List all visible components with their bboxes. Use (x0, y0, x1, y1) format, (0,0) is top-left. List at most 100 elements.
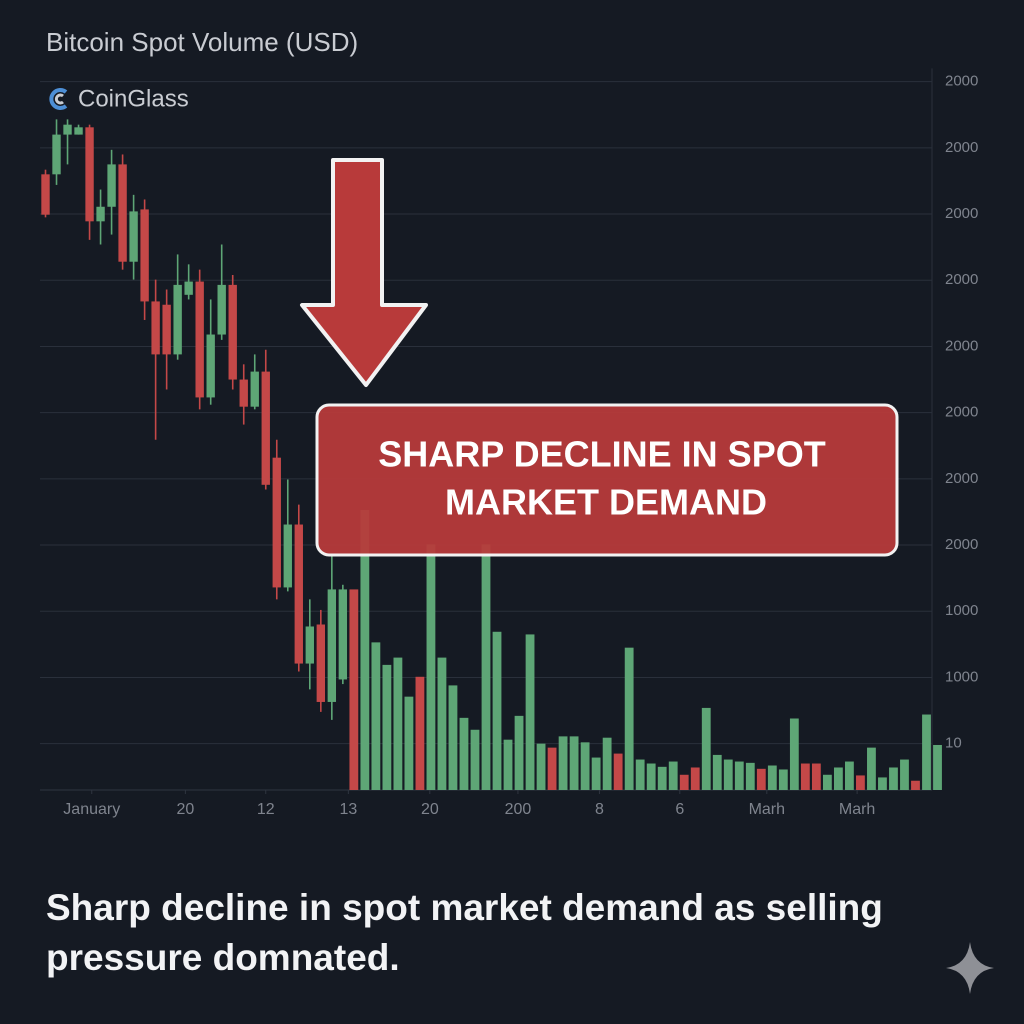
volume-bar (822, 774, 832, 790)
volume-bar (591, 757, 601, 790)
caption-line: pressure domnated. (46, 937, 400, 978)
x-tick-label: 20 (176, 801, 194, 818)
volume-bar (745, 762, 755, 790)
annotation-box (315, 403, 899, 557)
candle-body (107, 164, 116, 207)
y-tick-label: 2000 (945, 205, 978, 222)
annotation-line: SHARP DECLINE IN SPOT (378, 434, 825, 475)
volume-bar (514, 715, 524, 790)
volume-bar (437, 657, 447, 790)
volume-bar (602, 737, 612, 790)
volume-bar (536, 743, 546, 790)
candle-body (184, 281, 193, 295)
x-tick-label: Marh (749, 801, 785, 818)
candle-body (74, 127, 83, 135)
volume-bar (415, 676, 425, 790)
candle-body (96, 206, 105, 222)
y-tick-label: 2000 (945, 337, 978, 354)
volume-bar (679, 774, 689, 790)
candle-body (129, 211, 138, 262)
candle-body (41, 174, 50, 215)
x-tick-label: 6 (675, 801, 684, 818)
source: CoinGlass (78, 85, 189, 112)
volume-bar (404, 696, 414, 790)
y-tick-label: 1000 (945, 668, 978, 685)
candle-body (338, 589, 348, 680)
volume-bar (547, 747, 557, 790)
volume-bar (756, 768, 766, 790)
candle-body (250, 371, 259, 407)
x-tick-label: January (63, 801, 120, 818)
candle-body (195, 281, 204, 398)
annotation-line: MARKET DEMAND (445, 482, 767, 523)
volume-bar (701, 707, 711, 790)
y-tick-label: 2000 (945, 404, 978, 421)
candle-body (305, 626, 314, 664)
volume-bar (800, 763, 810, 790)
volume-bar (349, 589, 359, 790)
volume-bar (767, 765, 777, 790)
y-tick-label: 2000 (945, 536, 978, 553)
candle-body (217, 284, 226, 335)
candle-body (228, 284, 237, 380)
volume-bar (900, 759, 909, 790)
volume-bar (845, 761, 854, 790)
volume-bar (360, 509, 370, 790)
candle-body (140, 209, 149, 302)
x-tick-label: 12 (257, 801, 275, 818)
candle-body (261, 371, 270, 485)
volume-bar (503, 739, 513, 790)
candle-body (239, 379, 248, 407)
volume-bar (613, 753, 623, 790)
volume-bar (833, 767, 843, 790)
logo-icon (49, 88, 68, 110)
y-tick-label: 10 (945, 735, 962, 752)
y-tick-label: 2000 (945, 271, 978, 288)
volume-bar (624, 647, 634, 790)
candle-body (173, 284, 182, 355)
candle-body (118, 164, 127, 262)
y-tick-label: 2000 (945, 73, 978, 90)
volume-bar (878, 777, 887, 790)
x-tick-label: 8 (595, 801, 604, 818)
volume-bar (646, 763, 656, 790)
volume-bar (382, 664, 392, 790)
volume-bar (448, 685, 458, 790)
x-tick-label: Marh (839, 801, 875, 818)
volume-bar (657, 766, 667, 790)
sparkle-icon (946, 942, 994, 994)
volume-bar (811, 763, 821, 790)
volume-bar (668, 761, 678, 790)
chart-title: Bitcoin Spot Volume (USD) (46, 27, 358, 57)
candle-body (272, 457, 281, 588)
candle-body (52, 134, 61, 175)
volume-bar (635, 759, 645, 790)
volume-bar (734, 761, 744, 790)
volume-bar (569, 736, 579, 790)
volume-bar (778, 769, 788, 790)
candle-body (316, 624, 325, 702)
volume-bar (911, 780, 920, 790)
volume-bar (371, 642, 381, 790)
volume-bar (580, 742, 590, 790)
annotation: SHARP DECLINE IN SPOT MARKET DEMAND (300, 158, 899, 557)
caption-line: Sharp decline in spot market demand as s… (46, 887, 883, 928)
volume-bar (481, 544, 491, 790)
volume-bar (889, 767, 898, 790)
source-logo: CoinGlass (49, 85, 189, 112)
y-tick-label: 2000 (945, 139, 978, 156)
volume-bar (922, 714, 931, 790)
volume-bar (867, 747, 876, 790)
volume-bar (933, 744, 942, 790)
volume-bar (558, 736, 568, 790)
candle-body (294, 524, 303, 664)
volume-bar (690, 767, 700, 790)
x-tick-label: 20 (421, 801, 439, 818)
volume-bar (459, 717, 469, 790)
y-tick-label: 1000 (945, 602, 978, 619)
x-tick-label: 200 (505, 801, 532, 818)
logo-icon-inner (54, 93, 64, 105)
volume-bar (525, 634, 535, 790)
